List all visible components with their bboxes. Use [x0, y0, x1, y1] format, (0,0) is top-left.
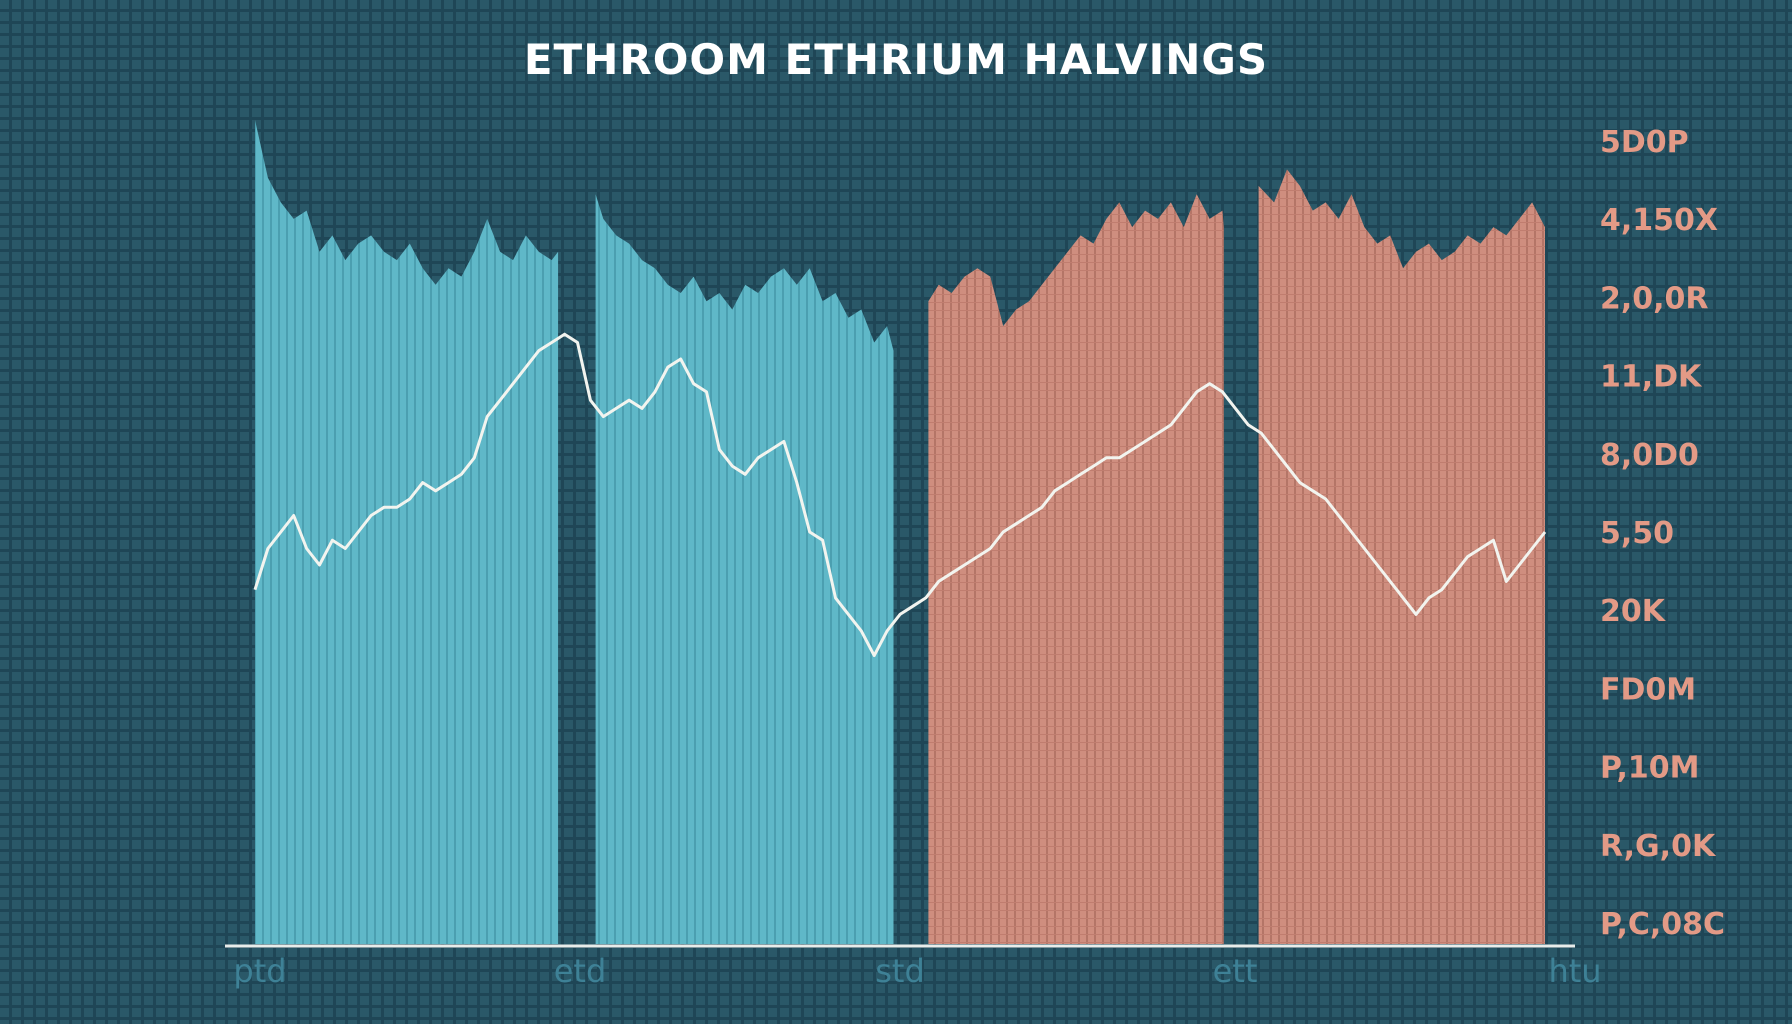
y-tick-label: 8,0D0 [1600, 438, 1699, 473]
y-tick-label: 11,DK [1600, 360, 1703, 395]
bands-layer [255, 120, 1545, 944]
x-tick-labels: ptd etd std ett htu [233, 952, 1601, 990]
band-4-salmon [1258, 169, 1545, 944]
y-tick-label: 4,150X [1600, 203, 1718, 238]
y-tick-label: 20K [1600, 594, 1667, 629]
x-tick-label: htu [1548, 952, 1601, 990]
x-tick-label: ptd [233, 952, 286, 990]
y-tick-label: 5D0P [1600, 125, 1689, 160]
x-tick-label: std [875, 952, 925, 990]
price-line-1 [253, 332, 1547, 658]
band-2-teal [595, 194, 894, 944]
y-tick-label: P,10M [1600, 751, 1699, 786]
x-tick-label: ett [1213, 952, 1258, 990]
y-tick-labels: 5D0P 4,150X 2,0,0R 11,DK 8,0D0 5,50 20K FD0M P,1… [1600, 125, 1725, 942]
band-1-teal [255, 120, 559, 944]
y-tick-label: FD0M [1600, 672, 1696, 707]
y-tick-label: 2,0,0R [1600, 281, 1709, 316]
y-tick-label: P,C,08C [1600, 907, 1725, 942]
chart-title: ETHROOM ETHRIUM HALVINGS [524, 35, 1268, 84]
band-3-salmon [928, 194, 1224, 944]
x-tick-label: etd [554, 952, 607, 990]
y-tick-label: R,G,0K [1600, 829, 1717, 864]
y-tick-label: 5,50 [1600, 516, 1674, 551]
line-layer [253, 332, 1547, 658]
